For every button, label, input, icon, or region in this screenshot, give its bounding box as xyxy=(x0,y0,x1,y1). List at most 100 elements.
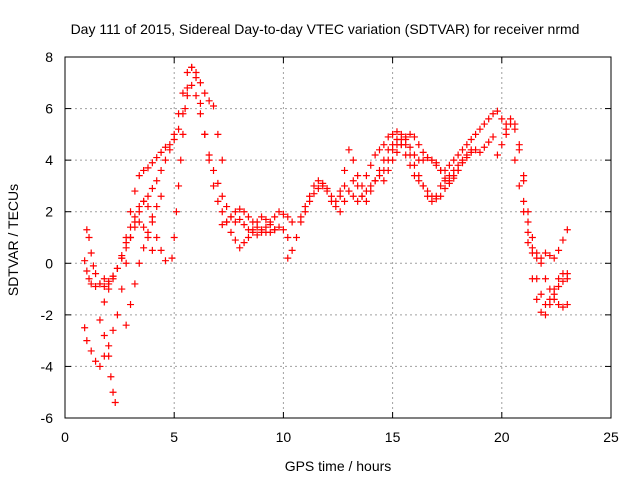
data-series xyxy=(168,63,226,262)
data-point xyxy=(262,215,270,223)
data-point xyxy=(341,182,349,190)
data-point xyxy=(288,246,296,254)
plot-area-frame xyxy=(64,56,612,419)
data-point xyxy=(537,308,545,316)
data-point xyxy=(528,244,536,252)
data-point xyxy=(144,164,152,172)
data-point xyxy=(279,226,287,234)
data-point xyxy=(380,156,388,164)
data-point xyxy=(397,141,405,149)
data-point xyxy=(559,303,567,311)
data-point xyxy=(118,254,126,262)
data-point xyxy=(89,262,97,270)
data-point xyxy=(511,156,519,164)
data-point xyxy=(384,166,392,174)
data-point xyxy=(362,197,370,205)
data-point xyxy=(266,221,274,229)
data-point xyxy=(168,254,176,262)
data-point xyxy=(441,185,449,193)
data-point xyxy=(507,115,515,123)
data-point xyxy=(249,218,257,226)
data-series xyxy=(83,197,169,290)
data-point xyxy=(563,226,571,234)
data-point xyxy=(467,136,475,144)
data-point xyxy=(161,156,169,164)
data-point xyxy=(240,239,248,247)
data-point xyxy=(476,148,484,156)
data-point xyxy=(393,136,401,144)
data-point xyxy=(489,133,497,141)
data-point xyxy=(153,203,161,211)
data-point xyxy=(284,254,292,262)
data-point xyxy=(227,228,235,236)
data-point xyxy=(96,362,104,370)
data-point xyxy=(177,156,185,164)
data-point xyxy=(502,130,510,138)
data-point xyxy=(140,244,148,252)
y-tick-label: -4 xyxy=(41,358,54,374)
data-point xyxy=(218,221,226,229)
data-point xyxy=(371,151,379,159)
data-point xyxy=(85,275,93,283)
data-point xyxy=(375,146,383,154)
data-point xyxy=(349,156,357,164)
data-point xyxy=(183,84,191,92)
data-point xyxy=(161,143,169,151)
data-point xyxy=(349,177,357,185)
data-point xyxy=(83,337,91,345)
data-point xyxy=(563,275,571,283)
x-tick-label: 0 xyxy=(61,429,69,445)
data-series xyxy=(100,218,156,306)
data-point xyxy=(555,275,563,283)
data-point xyxy=(92,282,100,290)
data-point xyxy=(148,159,156,167)
data-point xyxy=(175,182,183,190)
data-point xyxy=(249,226,257,234)
data-point xyxy=(196,79,204,87)
data-point xyxy=(511,120,519,128)
data-point xyxy=(153,234,161,241)
data-point xyxy=(227,213,235,221)
data-point xyxy=(319,179,327,187)
data-point xyxy=(485,138,493,146)
data-point xyxy=(445,179,453,187)
x-tick-label: 20 xyxy=(494,429,510,445)
data-point xyxy=(253,231,261,239)
data-point xyxy=(406,130,414,138)
data-point xyxy=(463,154,471,162)
y-tick-label: 6 xyxy=(45,101,53,117)
data-point xyxy=(472,130,480,138)
data-point xyxy=(380,141,388,149)
data-series xyxy=(297,107,510,221)
data-point xyxy=(450,174,458,182)
data-point xyxy=(131,187,139,195)
data-point xyxy=(541,249,549,257)
data-point xyxy=(109,388,117,396)
data-point xyxy=(520,208,528,216)
data-point xyxy=(140,166,148,174)
data-point xyxy=(367,161,375,169)
data-point xyxy=(240,221,248,229)
data-point xyxy=(563,301,571,309)
data-series xyxy=(122,192,165,329)
data-point xyxy=(314,185,322,193)
data-point xyxy=(157,192,165,200)
data-point xyxy=(109,275,117,283)
data-point xyxy=(301,203,309,211)
data-point xyxy=(520,197,528,205)
data-point xyxy=(520,172,528,180)
x-tick-label: 5 xyxy=(170,429,178,445)
data-series xyxy=(96,316,119,407)
data-point xyxy=(559,277,567,285)
data-point xyxy=(236,205,244,213)
data-point xyxy=(419,156,427,164)
data-point xyxy=(537,290,545,298)
data-point xyxy=(345,146,353,154)
data-point xyxy=(515,141,523,149)
data-point xyxy=(87,280,95,288)
data-point xyxy=(100,331,108,339)
data-point xyxy=(140,223,148,231)
x-tick-label: 15 xyxy=(385,429,401,445)
data-point xyxy=(96,316,104,324)
data-point xyxy=(92,357,100,365)
